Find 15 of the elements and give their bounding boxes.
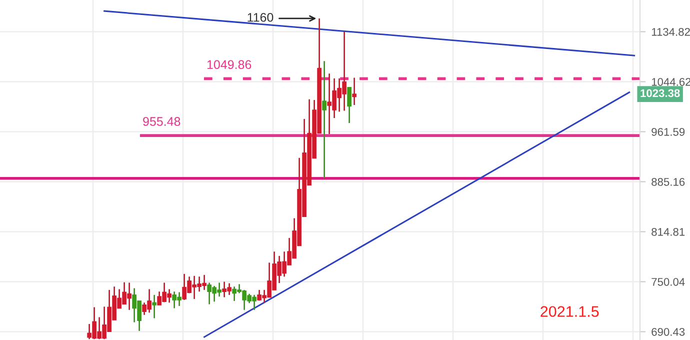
candlestick bbox=[322, 60, 326, 179]
y-tick-label: 750.04 bbox=[652, 278, 685, 286]
candlestick bbox=[352, 77, 356, 106]
y-tick-label: 690.43 bbox=[652, 328, 685, 336]
ref-line-label: 1049.86 bbox=[207, 60, 252, 70]
candlestick bbox=[347, 86, 352, 124]
y-tick-label: 885.16 bbox=[652, 178, 685, 186]
annotation: 2021.1.5 bbox=[540, 306, 599, 317]
y-tick-label: 961.59 bbox=[652, 128, 685, 136]
candlestick bbox=[152, 294, 156, 319]
y-tick-label: 814.81 bbox=[652, 228, 685, 236]
y-tick-label: 1134.82 bbox=[652, 28, 690, 36]
text: 1023.38 bbox=[640, 89, 680, 98]
ref-line-label: 955.48 bbox=[143, 117, 180, 126]
annotation: 1160 bbox=[248, 12, 274, 22]
